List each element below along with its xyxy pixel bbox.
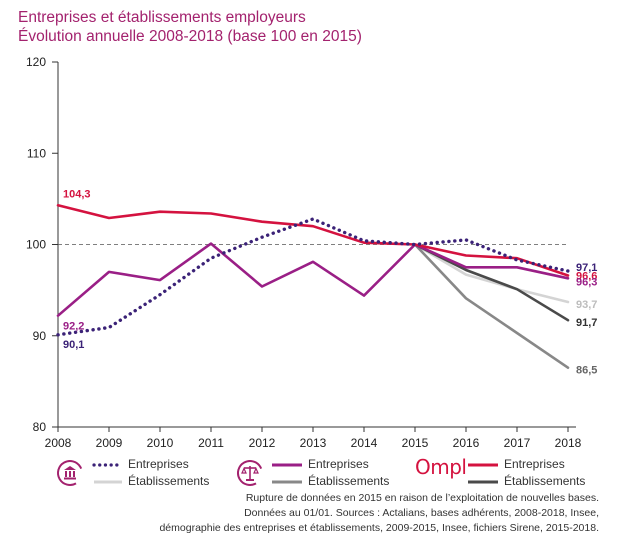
data-label: 97,1 bbox=[576, 262, 597, 274]
source-note-1: Rupture de données en 2015 en raison de … bbox=[245, 492, 599, 504]
legend-line-justice-entreprises bbox=[272, 463, 302, 467]
series-justice-entreprises bbox=[56, 242, 570, 318]
data-label: 96,3 bbox=[576, 276, 597, 288]
y-tick-label: 100 bbox=[26, 238, 46, 252]
ompl-logo: Ompl bbox=[415, 455, 467, 479]
scales-justice-icon bbox=[237, 460, 263, 486]
x-tick-label: 2011 bbox=[198, 436, 224, 450]
y-tick-label: 80 bbox=[33, 420, 47, 434]
source-note-2: Données au 01/01. Sources : Actalians, b… bbox=[244, 507, 599, 519]
x-tick-label: 2014 bbox=[351, 436, 378, 450]
x-tick-label: 2008 bbox=[45, 436, 72, 450]
legend-label-bank-entreprises: Entreprises bbox=[128, 457, 189, 471]
legend-line-bank-etablissements bbox=[94, 480, 122, 484]
data-label: 92,2 bbox=[63, 321, 84, 333]
x-tick-label: 2018 bbox=[555, 436, 582, 450]
legend-line-ompl-etablissements bbox=[468, 480, 498, 484]
x-tick-label: 2015 bbox=[402, 436, 429, 450]
data-label: 96,6 bbox=[576, 271, 597, 283]
legend-line-bank-entreprises bbox=[92, 463, 124, 467]
y-tick-label: 110 bbox=[27, 146, 46, 160]
legend-label-justice-etablissements: Établissements bbox=[308, 474, 390, 488]
x-tick-label: 2013 bbox=[300, 436, 327, 450]
chart-title: Entreprises et établissements employeurs bbox=[18, 9, 306, 26]
y-tick-label: 90 bbox=[33, 329, 47, 343]
x-tick-label: 2016 bbox=[453, 436, 480, 450]
legend-label-ompl-entreprises: Entreprises bbox=[504, 457, 565, 471]
source-note-3: démographie des entreprises et établisse… bbox=[159, 522, 599, 534]
data-label: 86,5 bbox=[576, 365, 597, 377]
data-label: 91,7 bbox=[576, 317, 597, 329]
legend-line-ompl-entreprises bbox=[468, 463, 498, 467]
series-justice-etablissements bbox=[413, 243, 570, 370]
y-tick-label: 120 bbox=[26, 55, 46, 69]
data-label: 93,7 bbox=[576, 299, 597, 311]
legend-label-bank-etablissements: Établissements bbox=[128, 474, 210, 488]
x-tick-label: 2017 bbox=[504, 436, 531, 450]
x-tick-label: 2009 bbox=[96, 436, 123, 450]
x-tick-label: 2012 bbox=[249, 436, 276, 450]
data-label: 90,1 bbox=[63, 339, 84, 351]
legend-label-justice-entreprises: Entreprises bbox=[308, 457, 369, 471]
line-chart: 80 90 100 110 120 2008 2009 2010 2011 2012 2013 201… bbox=[26, 55, 597, 450]
legend-line-justice-etablissements bbox=[272, 480, 302, 484]
bank-icon bbox=[57, 460, 83, 486]
legend-label-ompl-etablissements: Établissements bbox=[504, 474, 586, 488]
series-ompl-entreprises bbox=[56, 204, 570, 277]
series-bank-etablissements bbox=[413, 243, 570, 304]
x-tick-label: 2010 bbox=[147, 436, 174, 450]
data-label: 104,3 bbox=[63, 188, 91, 200]
series-bank-entreprises bbox=[56, 217, 570, 337]
chart-subtitle: Évolution annuelle 2008-2018 (base 100 e… bbox=[18, 28, 362, 45]
